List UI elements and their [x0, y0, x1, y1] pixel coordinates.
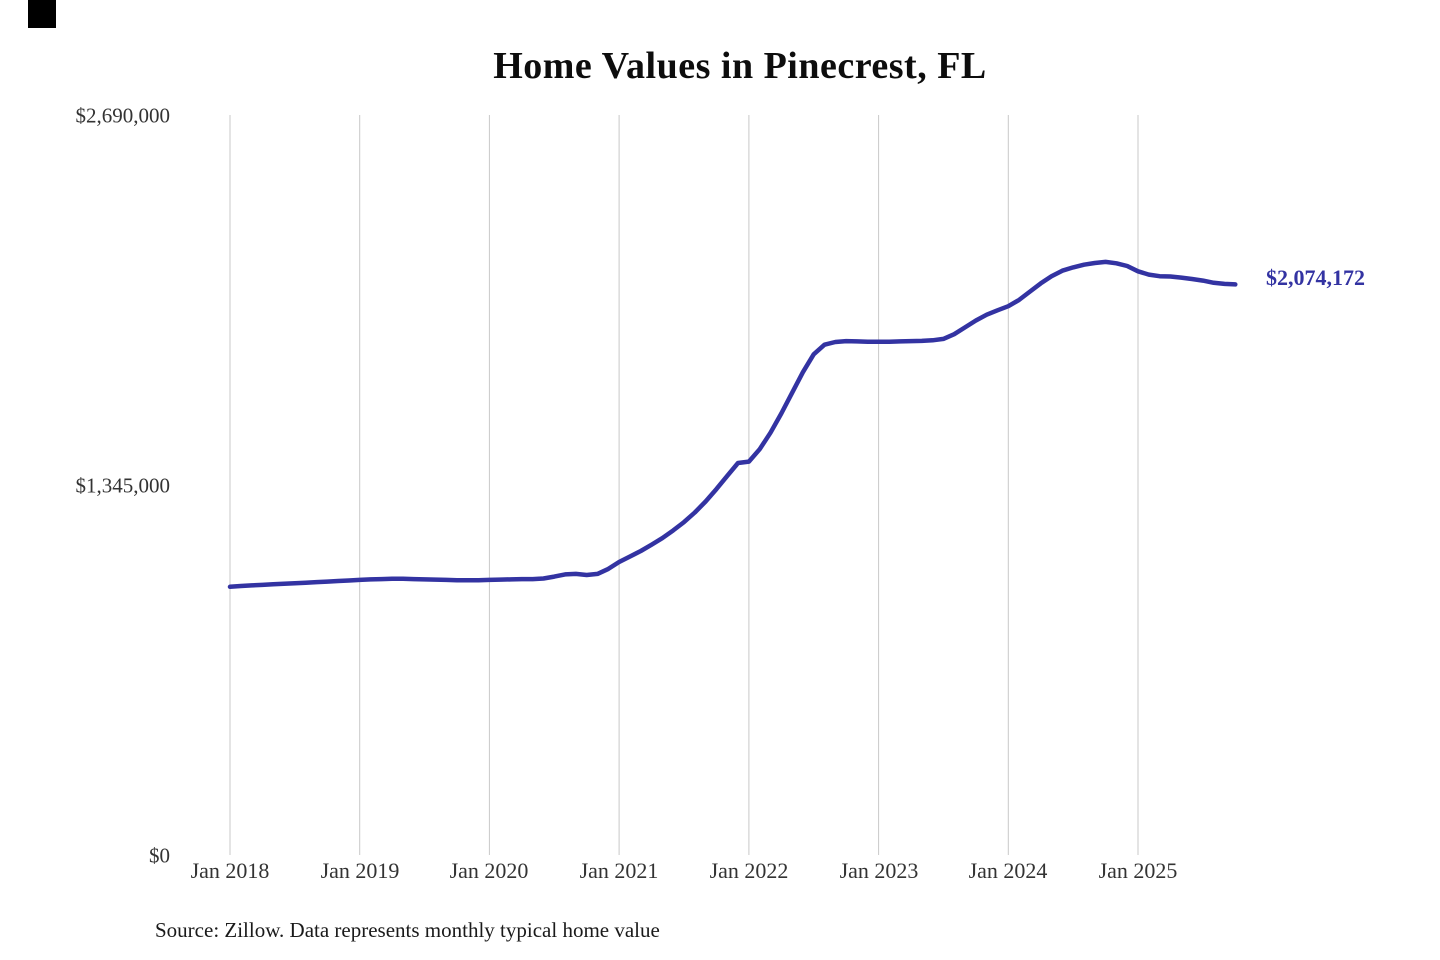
y-axis-tick-label: $2,690,000	[75, 103, 171, 128]
x-axis-tick-label: Jan 2021	[579, 858, 659, 883]
corner-artifact	[28, 0, 56, 28]
x-axis-tick-label: Jan 2025	[1098, 858, 1178, 883]
home-value-line	[227, 259, 1238, 590]
y-axis-tick-label: $1,345,000	[75, 473, 171, 498]
y-axis-tick-label: $0	[149, 843, 170, 868]
x-axis-tick-label: Jan 2022	[709, 858, 789, 883]
latest-value-label: $2,074,172	[1266, 265, 1365, 290]
x-axis-tick-label: Jan 2019	[320, 858, 400, 883]
x-axis-tick-label: Jan 2023	[839, 858, 919, 883]
x-axis-tick-label: Jan 2024	[968, 858, 1048, 883]
x-axis-tick-label: Jan 2018	[190, 858, 270, 883]
chart-title: Home Values in Pinecrest, FL	[493, 45, 987, 87]
source-note: Source: Zillow. Data represents monthly …	[155, 918, 660, 942]
x-axis-tick-label: Jan 2020	[449, 858, 529, 883]
